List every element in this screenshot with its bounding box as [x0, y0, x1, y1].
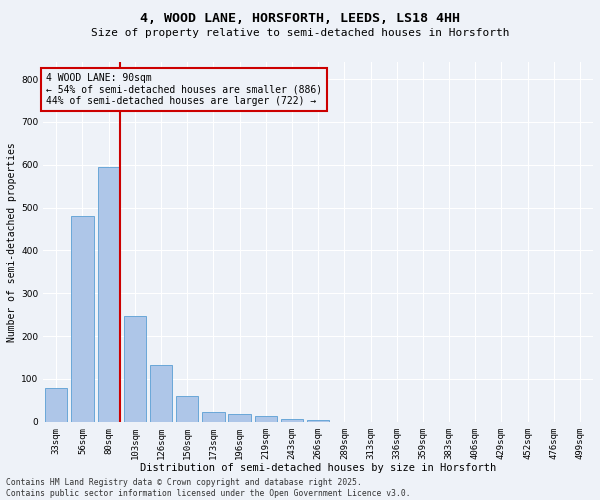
Bar — [176, 396, 199, 422]
Bar — [71, 216, 94, 422]
Bar — [254, 416, 277, 422]
Bar — [45, 388, 67, 422]
Bar — [124, 316, 146, 422]
Bar — [150, 365, 172, 422]
Y-axis label: Number of semi-detached properties: Number of semi-detached properties — [7, 142, 17, 342]
Bar — [229, 414, 251, 422]
Text: 4, WOOD LANE, HORSFORTH, LEEDS, LS18 4HH: 4, WOOD LANE, HORSFORTH, LEEDS, LS18 4HH — [140, 12, 460, 26]
Bar — [281, 419, 303, 422]
Bar — [307, 420, 329, 422]
Text: Contains HM Land Registry data © Crown copyright and database right 2025.
Contai: Contains HM Land Registry data © Crown c… — [6, 478, 410, 498]
Text: 4 WOOD LANE: 90sqm
← 54% of semi-detached houses are smaller (886)
44% of semi-d: 4 WOOD LANE: 90sqm ← 54% of semi-detache… — [46, 72, 322, 106]
Bar — [98, 167, 120, 422]
Bar — [202, 412, 224, 422]
Text: Size of property relative to semi-detached houses in Horsforth: Size of property relative to semi-detach… — [91, 28, 509, 38]
X-axis label: Distribution of semi-detached houses by size in Horsforth: Distribution of semi-detached houses by … — [140, 463, 496, 473]
